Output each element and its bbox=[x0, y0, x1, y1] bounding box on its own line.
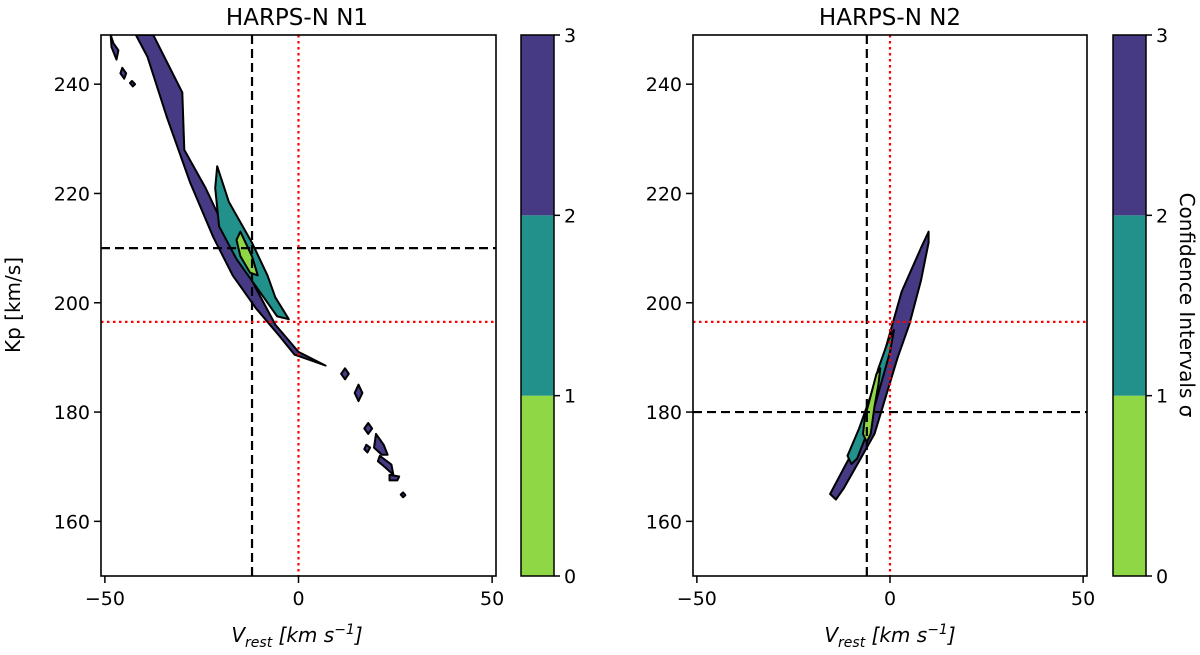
x-axis-label-unit: [km s bbox=[865, 623, 927, 647]
contour-plot bbox=[693, 35, 1087, 576]
contour-region-sigma-2-3 bbox=[109, 35, 120, 61]
y-tick-label: 220 bbox=[54, 183, 90, 205]
colorbar-tick-label: 2 bbox=[1156, 205, 1168, 227]
contour-region-sigma-0-1 bbox=[862, 367, 882, 444]
colorbar-band bbox=[521, 215, 554, 396]
x-axis-ticks: −50 0 50 bbox=[677, 576, 1095, 610]
x-axis-label-close: ] bbox=[354, 623, 363, 647]
y-tick-label: 220 bbox=[646, 183, 682, 205]
colorbar-tick-label: 3 bbox=[1156, 25, 1168, 47]
colorbar-tick-label: 2 bbox=[564, 205, 576, 227]
x-tick-label: −50 bbox=[677, 588, 717, 610]
colorbar-band bbox=[521, 395, 554, 576]
contour-region-sigma-2-3 bbox=[399, 491, 407, 499]
colorbar-band bbox=[1113, 395, 1146, 576]
x-axis-label-subscript: rest bbox=[245, 635, 273, 651]
y-tick-label: 160 bbox=[646, 511, 682, 533]
x-tick-label: −50 bbox=[85, 588, 125, 610]
y-axis-label: Kp [km/s] bbox=[1, 257, 25, 353]
y-tick-label: 200 bbox=[646, 293, 682, 315]
y-tick-label: 240 bbox=[54, 74, 90, 96]
x-tick-label: 0 bbox=[884, 588, 896, 610]
x-axis-label-unit: [km s bbox=[272, 623, 334, 647]
y-tick-label: 180 bbox=[54, 402, 90, 424]
y-tick-label: 200 bbox=[54, 293, 90, 315]
colorbar-1: 0 1 2 3 bbox=[520, 25, 576, 588]
x-tick-label: 50 bbox=[1071, 588, 1095, 610]
y-axis-ticks: 160 180 200 220 240 bbox=[54, 74, 101, 533]
colorbar-tick-label: 0 bbox=[564, 566, 576, 588]
colorbar-band bbox=[1113, 215, 1146, 396]
contour-region-sigma-2-3 bbox=[376, 454, 395, 476]
colorbar-tick-label: 3 bbox=[564, 25, 576, 47]
contour-region-sigma-2-3 bbox=[119, 66, 128, 80]
contour-region-sigma-2-3 bbox=[363, 422, 374, 435]
colorbar-tick-label: 1 bbox=[564, 386, 576, 408]
colorbar-2: 0 1 2 3 bbox=[1112, 25, 1168, 588]
panel-title: HARPS-N N1 bbox=[226, 5, 368, 31]
colorbar-frame bbox=[1112, 34, 1147, 577]
contour-region-sigma-2-3 bbox=[363, 443, 372, 454]
contour-region-sigma-2-3 bbox=[373, 432, 389, 456]
x-tick-label: 50 bbox=[480, 588, 504, 610]
x-tick-label: 0 bbox=[292, 588, 304, 610]
colorbar-frame bbox=[520, 34, 555, 577]
contour-plot bbox=[101, 35, 496, 576]
colorbar-label: Confidence Intervals σ bbox=[1175, 193, 1199, 418]
contour-region-sigma-2-3 bbox=[353, 383, 364, 403]
contour-region-sigma-2-3 bbox=[129, 79, 137, 88]
x-axis-label-close: ] bbox=[947, 623, 956, 647]
contour-region-sigma-2-3 bbox=[388, 473, 401, 482]
panel-title: HARPS-N N2 bbox=[819, 5, 961, 31]
x-axis-label-symbol: V bbox=[824, 623, 839, 647]
colorbar-tick-label: 1 bbox=[1156, 386, 1168, 408]
x-axis-label: Vrest [km s−1] bbox=[231, 622, 362, 651]
x-axis-label-exponent: −1 bbox=[334, 622, 355, 638]
x-axis-label-subscript: rest bbox=[838, 635, 866, 651]
colorbar-tick-label: 0 bbox=[1156, 566, 1168, 588]
y-axis-ticks: 160 180 200 220 240 bbox=[646, 74, 693, 533]
contour-region-sigma-2-3 bbox=[340, 367, 350, 381]
contour-region-sigma-1-2 bbox=[214, 165, 290, 321]
x-axis-label: Vrest [km s−1] bbox=[824, 622, 955, 651]
y-tick-label: 180 bbox=[646, 402, 682, 424]
panel-harps-n-n1: HARPS-N N1 −50 0 50 160 180 200 220 240 Vrest … bbox=[1, 5, 504, 651]
contour-region-sigma-2-3 bbox=[134, 35, 327, 367]
colorbar-band bbox=[1113, 35, 1146, 216]
panel-harps-n-n2: HARPS-N N2 −50 0 50 160 180 200 220 240 Vrest … bbox=[646, 5, 1095, 651]
x-axis-label-exponent: −1 bbox=[927, 622, 948, 638]
y-tick-label: 240 bbox=[646, 74, 682, 96]
y-tick-label: 160 bbox=[54, 511, 90, 533]
colorbar-band bbox=[521, 35, 554, 216]
x-axis-ticks: −50 0 50 bbox=[85, 576, 504, 610]
x-axis-label-symbol: V bbox=[231, 623, 246, 647]
